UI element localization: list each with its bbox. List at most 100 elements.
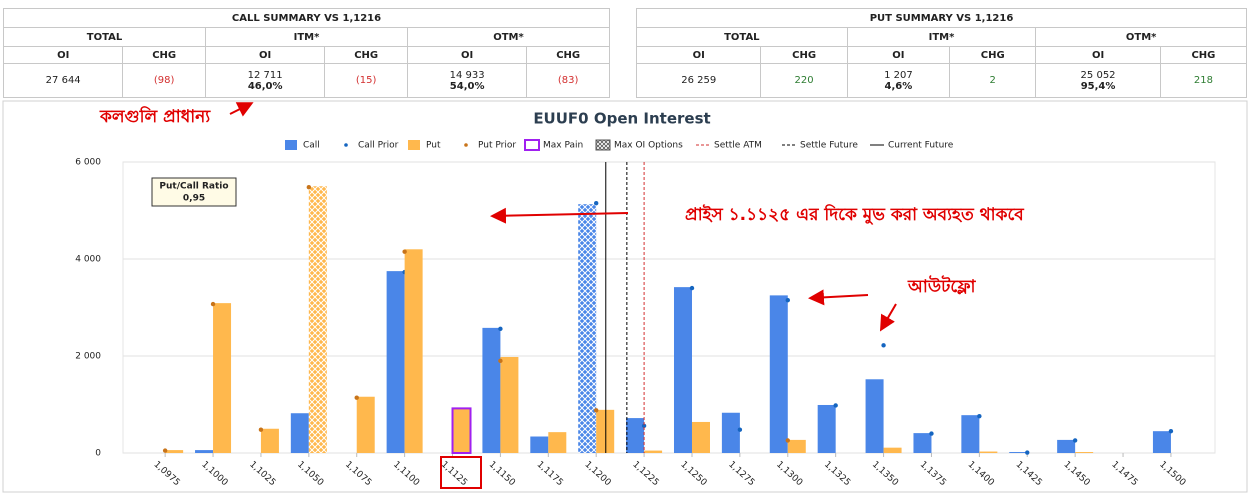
bar	[691, 421, 710, 453]
group-header: TOTAL	[636, 27, 848, 47]
bar	[644, 450, 663, 453]
cell-value: 1 207	[884, 69, 913, 81]
column-header: OI	[846, 46, 951, 64]
bar	[626, 418, 645, 453]
prior-dot	[162, 448, 168, 453]
cell: 2	[949, 63, 1037, 98]
legend-swatch	[285, 140, 297, 150]
bar	[308, 186, 327, 453]
table-title: PUT SUMMARY VS 1,1216	[636, 8, 1247, 28]
cell-value: 25 052	[1080, 69, 1116, 81]
column-header: OI	[635, 46, 762, 64]
column-header: OI	[2, 46, 124, 64]
annotation-arrow	[229, 102, 254, 117]
prior-dot	[689, 285, 695, 291]
bar	[1057, 439, 1076, 453]
cell-value: 2	[989, 75, 996, 86]
legend-swatch	[408, 140, 420, 150]
prior-dot	[594, 408, 599, 413]
prior-dot	[785, 298, 790, 303]
chart-panel	[2, 100, 1248, 493]
legend-label: Settle ATM	[714, 141, 762, 151]
cell: 218	[1159, 63, 1248, 98]
bar	[596, 409, 615, 453]
cell-value: 220	[794, 75, 814, 86]
legend-label: Call Prior	[358, 141, 399, 151]
column-header: CHG	[760, 46, 848, 64]
chart-title: EUUF0 Open Interest	[533, 110, 710, 128]
cell-value: (15)	[355, 75, 377, 86]
title-row: CALL SUMMARY VS 1,1216	[3, 8, 610, 28]
highlight-box	[440, 456, 482, 489]
column-row: OI CHG OI CHG OI CHG	[635, 46, 1248, 64]
bar	[1152, 431, 1171, 453]
prior-dot	[737, 427, 743, 432]
cell-value: 26 259	[681, 75, 717, 86]
cell: 27 644	[2, 63, 124, 98]
cell: 14 933 54,0%	[406, 63, 528, 98]
ratio-label: Put/Call Ratio	[159, 182, 228, 192]
prior-dot	[641, 423, 647, 429]
bar	[165, 450, 184, 453]
cell-share: 54,0%	[449, 80, 485, 92]
group-header: ITM*	[204, 27, 408, 47]
annotation: কলগুলি প্রাধান্য	[99, 105, 211, 127]
value-row: 27 644 (98) 12 711 46,0% (15) 14 933 54,0% (83)	[2, 63, 610, 98]
bar	[578, 204, 597, 453]
legend-label: Max OI Options	[614, 141, 683, 151]
cell: (83)	[526, 63, 610, 98]
column-row: OI CHG OI CHG OI CHG	[2, 46, 610, 64]
cell: 1 207 4,6%	[846, 63, 951, 98]
legend-swatch	[524, 139, 540, 151]
cell-value: (98)	[153, 75, 175, 86]
bar	[787, 439, 806, 453]
annotation: প্রাইস ১.১১২৫ এর দিকে মুভ করা অব্যহত থাক…	[685, 203, 1025, 225]
prior-dot	[210, 301, 216, 307]
y-tick-label: 6 000	[75, 158, 101, 168]
column-header: CHG	[122, 46, 206, 64]
prior-dot	[929, 431, 934, 436]
bar	[1075, 452, 1094, 453]
prior-dot	[1168, 428, 1174, 434]
bar	[979, 451, 998, 453]
column-header: OI	[406, 46, 528, 64]
bar	[913, 433, 932, 453]
summary-table: CALL SUMMARY VS 1,1216 TOTAL ITM* OTM* OI CHG…	[2, 8, 611, 98]
bar	[213, 303, 232, 453]
summary-table: PUT SUMMARY VS 1,1216 TOTAL ITM* OTM* OI CHG O…	[635, 8, 1248, 98]
legend-label: Max Pain	[543, 141, 583, 151]
bar	[452, 408, 471, 453]
cell-value: (83)	[557, 75, 579, 86]
title-row: PUT SUMMARY VS 1,1216	[636, 8, 1247, 28]
bar	[404, 249, 423, 453]
cell: 25 052 95,4%	[1035, 63, 1161, 98]
ratio-box	[151, 177, 237, 207]
prior-dot	[498, 326, 503, 332]
cell: 26 259	[635, 63, 762, 98]
cell-share: 46,0%	[247, 80, 283, 92]
group-row: TOTAL ITM* OTM*	[3, 27, 611, 47]
legend-label: Settle Future	[800, 141, 858, 151]
column-header: OI	[1035, 46, 1161, 64]
cell-value: 12 711	[247, 69, 283, 81]
bar	[961, 415, 980, 453]
prior-dot	[1025, 450, 1030, 455]
bar	[865, 379, 884, 453]
prior-dot	[977, 413, 982, 419]
legend-label: Put	[426, 141, 441, 151]
bar	[386, 271, 405, 453]
annotation-arrow	[808, 289, 869, 306]
y-tick-label: 4 000	[75, 255, 101, 265]
bar	[1009, 452, 1028, 453]
bar	[290, 413, 309, 453]
prior-dot	[1072, 438, 1078, 443]
column-header: CHG	[324, 46, 408, 64]
prior-dot	[354, 395, 359, 400]
prior-dot	[594, 201, 599, 206]
y-tick-label: 2 000	[75, 352, 101, 362]
cell-value: 218	[1193, 75, 1213, 86]
legend-label: Call	[303, 141, 320, 151]
table-title: CALL SUMMARY VS 1,1216	[3, 8, 610, 28]
